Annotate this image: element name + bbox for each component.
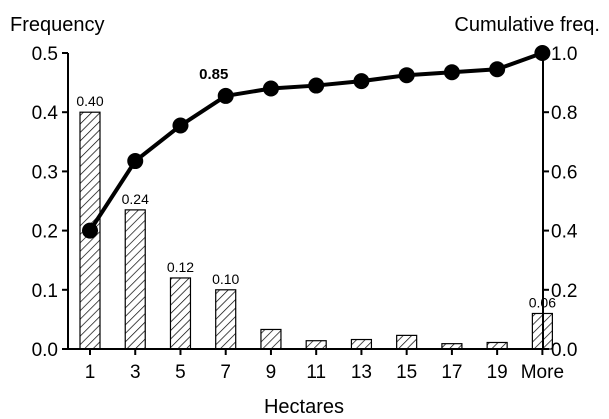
y2-tick-label: 0.6 [551,162,577,183]
bar-value-label: 0.24 [122,191,149,207]
x-tick-label: 17 [441,362,462,383]
cumulative-point [172,117,189,134]
bar-value-label: 0.10 [212,271,239,287]
cumulative-point [217,87,234,104]
x-tick-label: 7 [220,362,231,383]
bar-value-label: 0.40 [76,93,103,109]
cumulative-point [489,61,506,78]
x-tick-label: More [521,362,564,383]
y2-tick-label: 0.4 [551,222,578,243]
cumulative-point [127,153,144,170]
x-tick-label: 19 [487,362,508,383]
x-tick-label: 1 [85,362,96,383]
bar-value-label: 0.12 [167,259,194,275]
y2-tick-label: 0.0 [551,340,577,361]
x-axis-title: Hectares [264,396,344,418]
bar-7 [215,289,237,350]
cumulative-point [443,64,460,81]
x-tick-label: 3 [130,362,141,383]
cumulative-point [534,45,551,61]
y-tick-label: 0.2 [32,222,58,243]
cumulative-point [308,77,325,94]
bar-11 [305,340,327,350]
cumulative-value-label: 0.85 [199,66,228,83]
y-tick-label: 0.0 [32,340,58,361]
y2-tick-label: 1.0 [551,44,577,65]
bar-13 [350,338,373,350]
y-tick-label: 0.1 [32,281,58,302]
y-tick-label: 0.4 [32,103,59,124]
y-axis-title: Frequency [10,14,105,36]
labels-layer: 0.40 0.24 0.12 0.10 0.06 0.85 [76,66,556,311]
cumulative-point [398,67,415,84]
x-tick-label: 13 [351,362,372,383]
x-tick-label: 11 [306,362,326,383]
cumulative-point [82,222,98,239]
x-tick-label: 9 [266,362,277,383]
y2-tick-label: 0.8 [551,103,577,124]
cumulative-layer [82,45,551,239]
bar-5 [169,277,192,350]
y-tick-label: 0.3 [32,162,58,183]
y2-axis-title: Cumulative freq. [454,14,600,36]
bar-value-label: 0.06 [529,294,556,310]
cumulative-point [262,80,279,97]
y2-tick-label: 0.2 [551,281,577,302]
x-tick-label: 5 [175,362,186,383]
bar-9 [260,328,282,350]
axes-layer: 0.00.10.20.30.40.50.00.20.40.60.81.01 3 5 7… [32,44,578,383]
bar-15 [396,334,418,350]
y-tick-label: 0.5 [32,44,58,65]
bar-3 [124,209,146,350]
x-tick-label: 15 [396,362,417,383]
cumulative-point [353,73,370,90]
